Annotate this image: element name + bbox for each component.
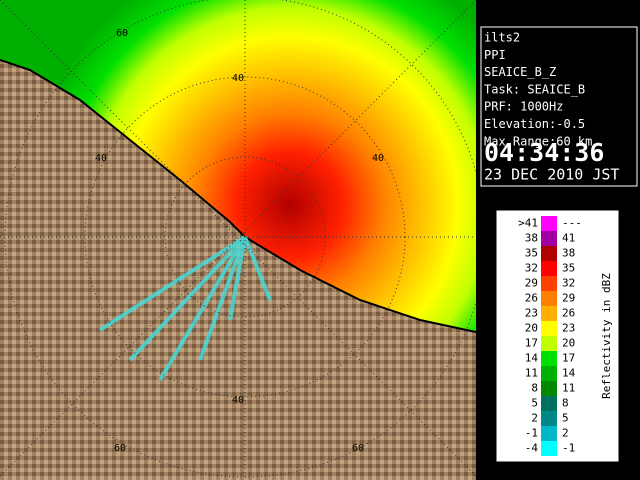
legend-low: -1 (525, 427, 538, 440)
legend-swatch (541, 426, 557, 441)
info-line: ilts2 (484, 31, 520, 45)
legend-swatch (541, 246, 557, 261)
legend-low: 14 (525, 352, 539, 365)
legend-high: 14 (562, 367, 576, 380)
info-line: Task: SEAICE_B (484, 82, 585, 96)
legend-swatch (541, 231, 557, 246)
legend-swatch (541, 396, 557, 411)
legend-high: 5 (562, 412, 569, 425)
legend-low: 32 (525, 262, 538, 275)
info-line: PPI (484, 48, 506, 62)
info-line: SEAICE_B_Z (484, 65, 556, 79)
legend-swatch (541, 366, 557, 381)
coastline (0, 59, 476, 333)
legend-high: 17 (562, 352, 575, 365)
ring-label: 40 (372, 153, 384, 164)
ring-label: 40 (95, 153, 107, 164)
legend-low: 8 (531, 382, 538, 395)
date: 23 DEC 2010 JST (484, 166, 619, 184)
legend-low: 2 (531, 412, 538, 425)
legend-low: 29 (525, 277, 538, 290)
legend-swatch (541, 441, 557, 456)
info-line: PRF: 1000Hz (484, 100, 563, 114)
legend-high: 38 (562, 247, 575, 260)
time: 04:34:36 (484, 138, 604, 167)
legend-swatch (541, 351, 557, 366)
legend-swatch (541, 336, 557, 351)
ring-label: 40 (232, 73, 244, 84)
legend-high: 11 (562, 382, 575, 395)
info-line: Max Range:60 km (484, 134, 592, 148)
legend-low: 38 (525, 232, 538, 245)
legend-high: 41 (562, 232, 575, 245)
legend-low: 20 (525, 322, 538, 335)
legend-low: 35 (525, 247, 538, 260)
legend-low: 23 (525, 307, 538, 320)
legend-high: 20 (562, 337, 575, 350)
legend-low: -4 (525, 442, 539, 455)
legend-swatch (541, 276, 557, 291)
legend-swatch (541, 321, 557, 336)
legend-swatch (541, 411, 557, 426)
radar-map: 60 40 40 40 40 60 60 (0, 0, 476, 480)
ring-label: 60 (352, 443, 364, 454)
legend-box (496, 210, 619, 462)
legend-low: 5 (531, 397, 538, 410)
echo-streaks (98, 235, 272, 382)
legend-high: 8 (562, 397, 569, 410)
legend-high: 35 (562, 262, 575, 275)
legend-high: 32 (562, 277, 575, 290)
legend-low: 11 (525, 367, 538, 380)
ring-label: 40 (232, 395, 244, 406)
legend-swatch (541, 306, 557, 321)
info-line: Elevation:-0.5 (484, 117, 585, 131)
legend-high: --- (562, 217, 582, 230)
legend-high: 29 (562, 292, 575, 305)
ring-label: 60 (114, 443, 126, 454)
legend-low: 17 (525, 337, 538, 350)
legend-swatch (541, 381, 557, 396)
legend-swatch (541, 291, 557, 306)
legend-low: >41 (518, 217, 538, 230)
legend-high: -1 (562, 442, 575, 455)
legend-swatch (541, 216, 557, 231)
legend-high: 23 (562, 322, 575, 335)
legend-title: Reflectivity in dBZ (600, 273, 613, 399)
legend-low: 26 (525, 292, 538, 305)
legend-swatch (541, 261, 557, 276)
info-box (480, 26, 638, 187)
range-rings (0, 0, 476, 480)
ring-label: 60 (116, 28, 128, 39)
legend-high: 2 (562, 427, 569, 440)
legend-high: 26 (562, 307, 575, 320)
